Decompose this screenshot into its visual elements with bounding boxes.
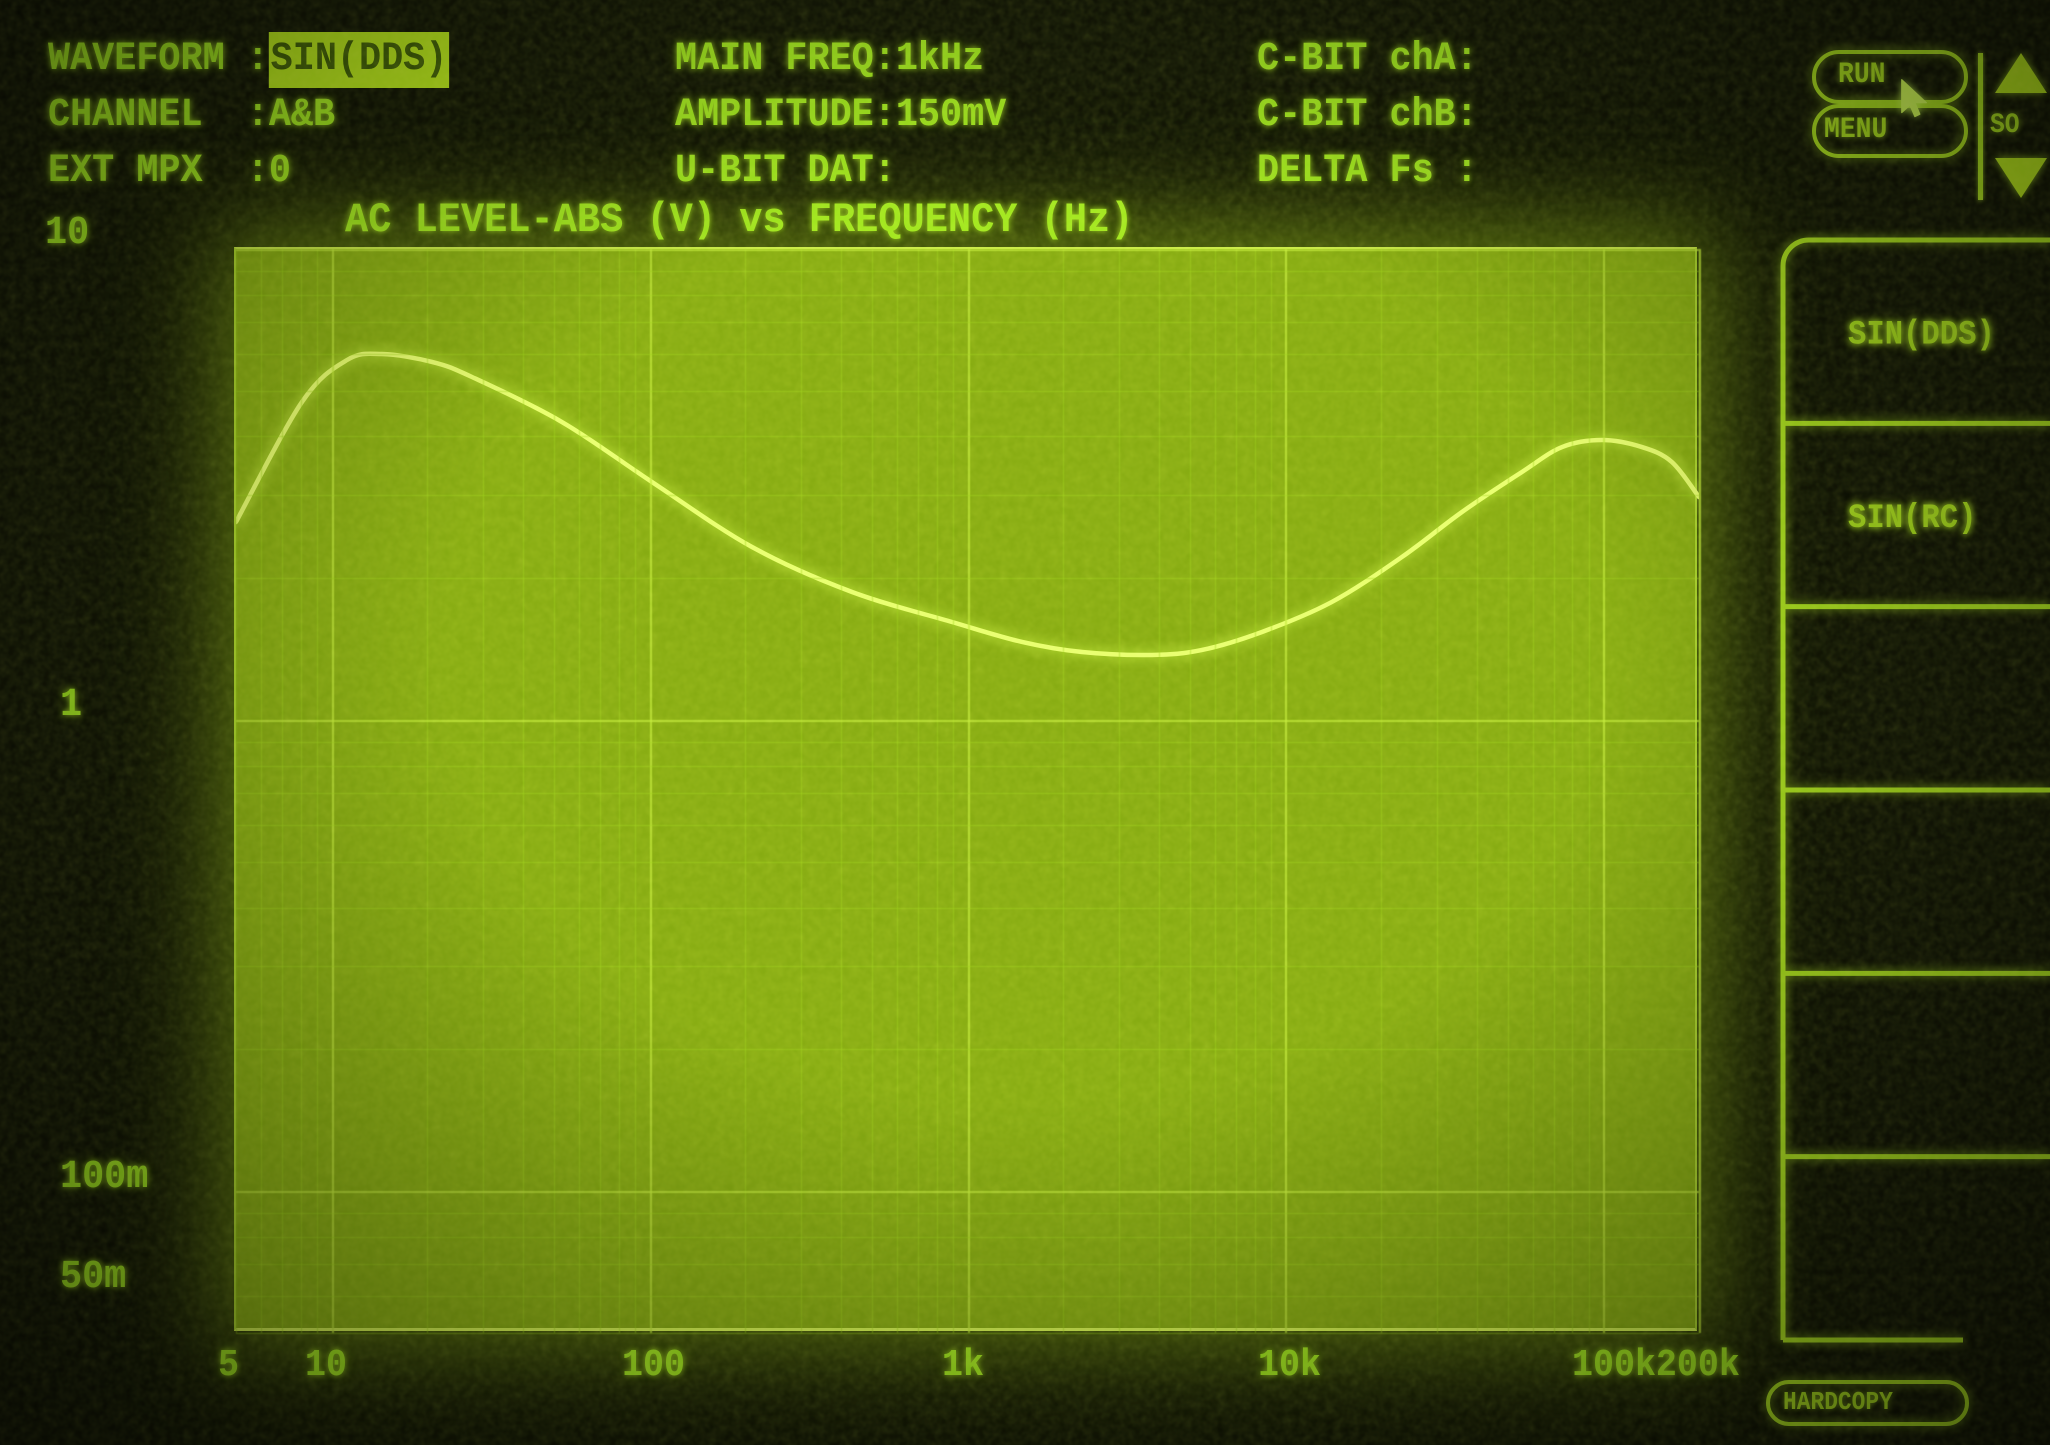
svg-text:SIN(RC): SIN(RC) xyxy=(1848,499,1976,538)
svg-text:SIN(DDS): SIN(DDS) xyxy=(1848,315,1995,354)
